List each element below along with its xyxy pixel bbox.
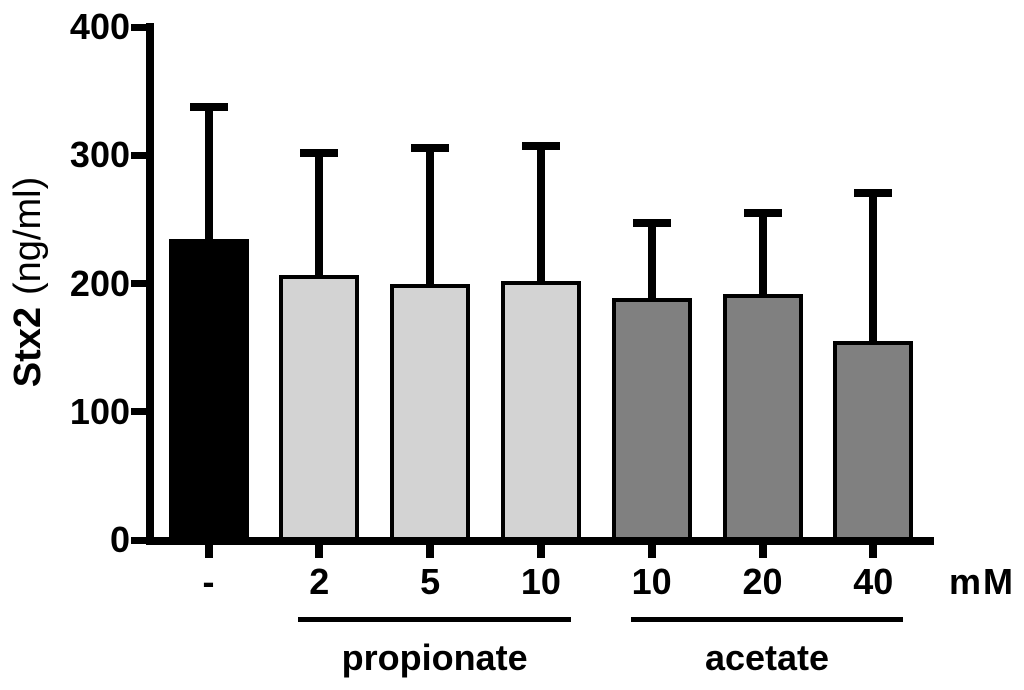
error-bar-cap [189,102,228,111]
x-axis-tick [869,545,878,558]
bar-propionate-2 [279,274,360,545]
y-tick-label: 0 [109,519,130,560]
error-bar-line [536,142,545,287]
x-axis-tick [426,545,435,558]
x-tick-label: 20 [742,561,783,602]
x-tick-label: 40 [853,561,894,602]
y-axis-tick [131,536,146,544]
x-axis-tick [758,545,767,558]
y-axis-tick [131,151,146,159]
error-bar-cap [411,143,450,152]
group-label-propionate: propionate [341,637,528,678]
x-tick-label: 2 [309,561,330,602]
x-axis-tick [204,545,213,558]
error-bar-line [315,148,324,281]
bar-propionate-5 [390,283,471,545]
error-bar-line [869,188,878,348]
x-tick-label: 5 [420,561,441,602]
bar-propionate-10 [500,280,581,545]
y-tick-label: 300 [69,134,130,176]
y-tick-label: 100 [69,390,130,432]
x-axis-tick [647,545,656,558]
group-underline-acetate [630,617,904,622]
bar-control-- [168,238,249,545]
error-bar-cap [632,219,671,228]
bar-acetate-10 [611,297,692,545]
group-label-acetate: acetate [704,637,830,678]
error-bar-line [758,209,767,300]
group-underline-propionate [298,617,571,622]
error-bar-line [647,219,656,304]
y-axis-tick [131,408,146,416]
error-bar-cap [854,188,893,197]
bar-acetate-40 [833,341,914,545]
x-axis-tick [536,545,545,558]
error-bar-cap [743,209,782,218]
error-bar-line [426,143,435,290]
y-axis-title: Stx2 (ng/ml) [6,112,50,452]
y-axis-title-measure: Stx2 [6,306,49,388]
y-axis-tick [131,23,146,31]
y-tick-label: 200 [69,262,130,304]
x-axis-unit-label: mM [949,561,1015,602]
y-axis-line [146,23,154,545]
error-bar-cap [300,148,339,157]
bar-acetate-20 [722,293,803,545]
error-bar-line [204,102,213,245]
x-tick-label: 10 [520,561,561,602]
x-tick-label: - [202,561,215,602]
x-axis-line [146,537,934,545]
x-axis-tick [315,545,324,558]
y-tick-label: 400 [69,6,130,47]
y-axis-tick [131,280,146,287]
y-axis-title-unit: (ng/ml) [6,176,49,295]
x-tick-label: 10 [631,561,672,602]
error-bar-cap [521,142,560,151]
